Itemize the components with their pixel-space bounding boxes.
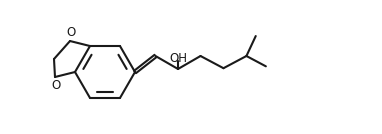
Text: OH: OH <box>169 52 187 65</box>
Text: O: O <box>51 79 61 92</box>
Text: O: O <box>66 26 76 39</box>
